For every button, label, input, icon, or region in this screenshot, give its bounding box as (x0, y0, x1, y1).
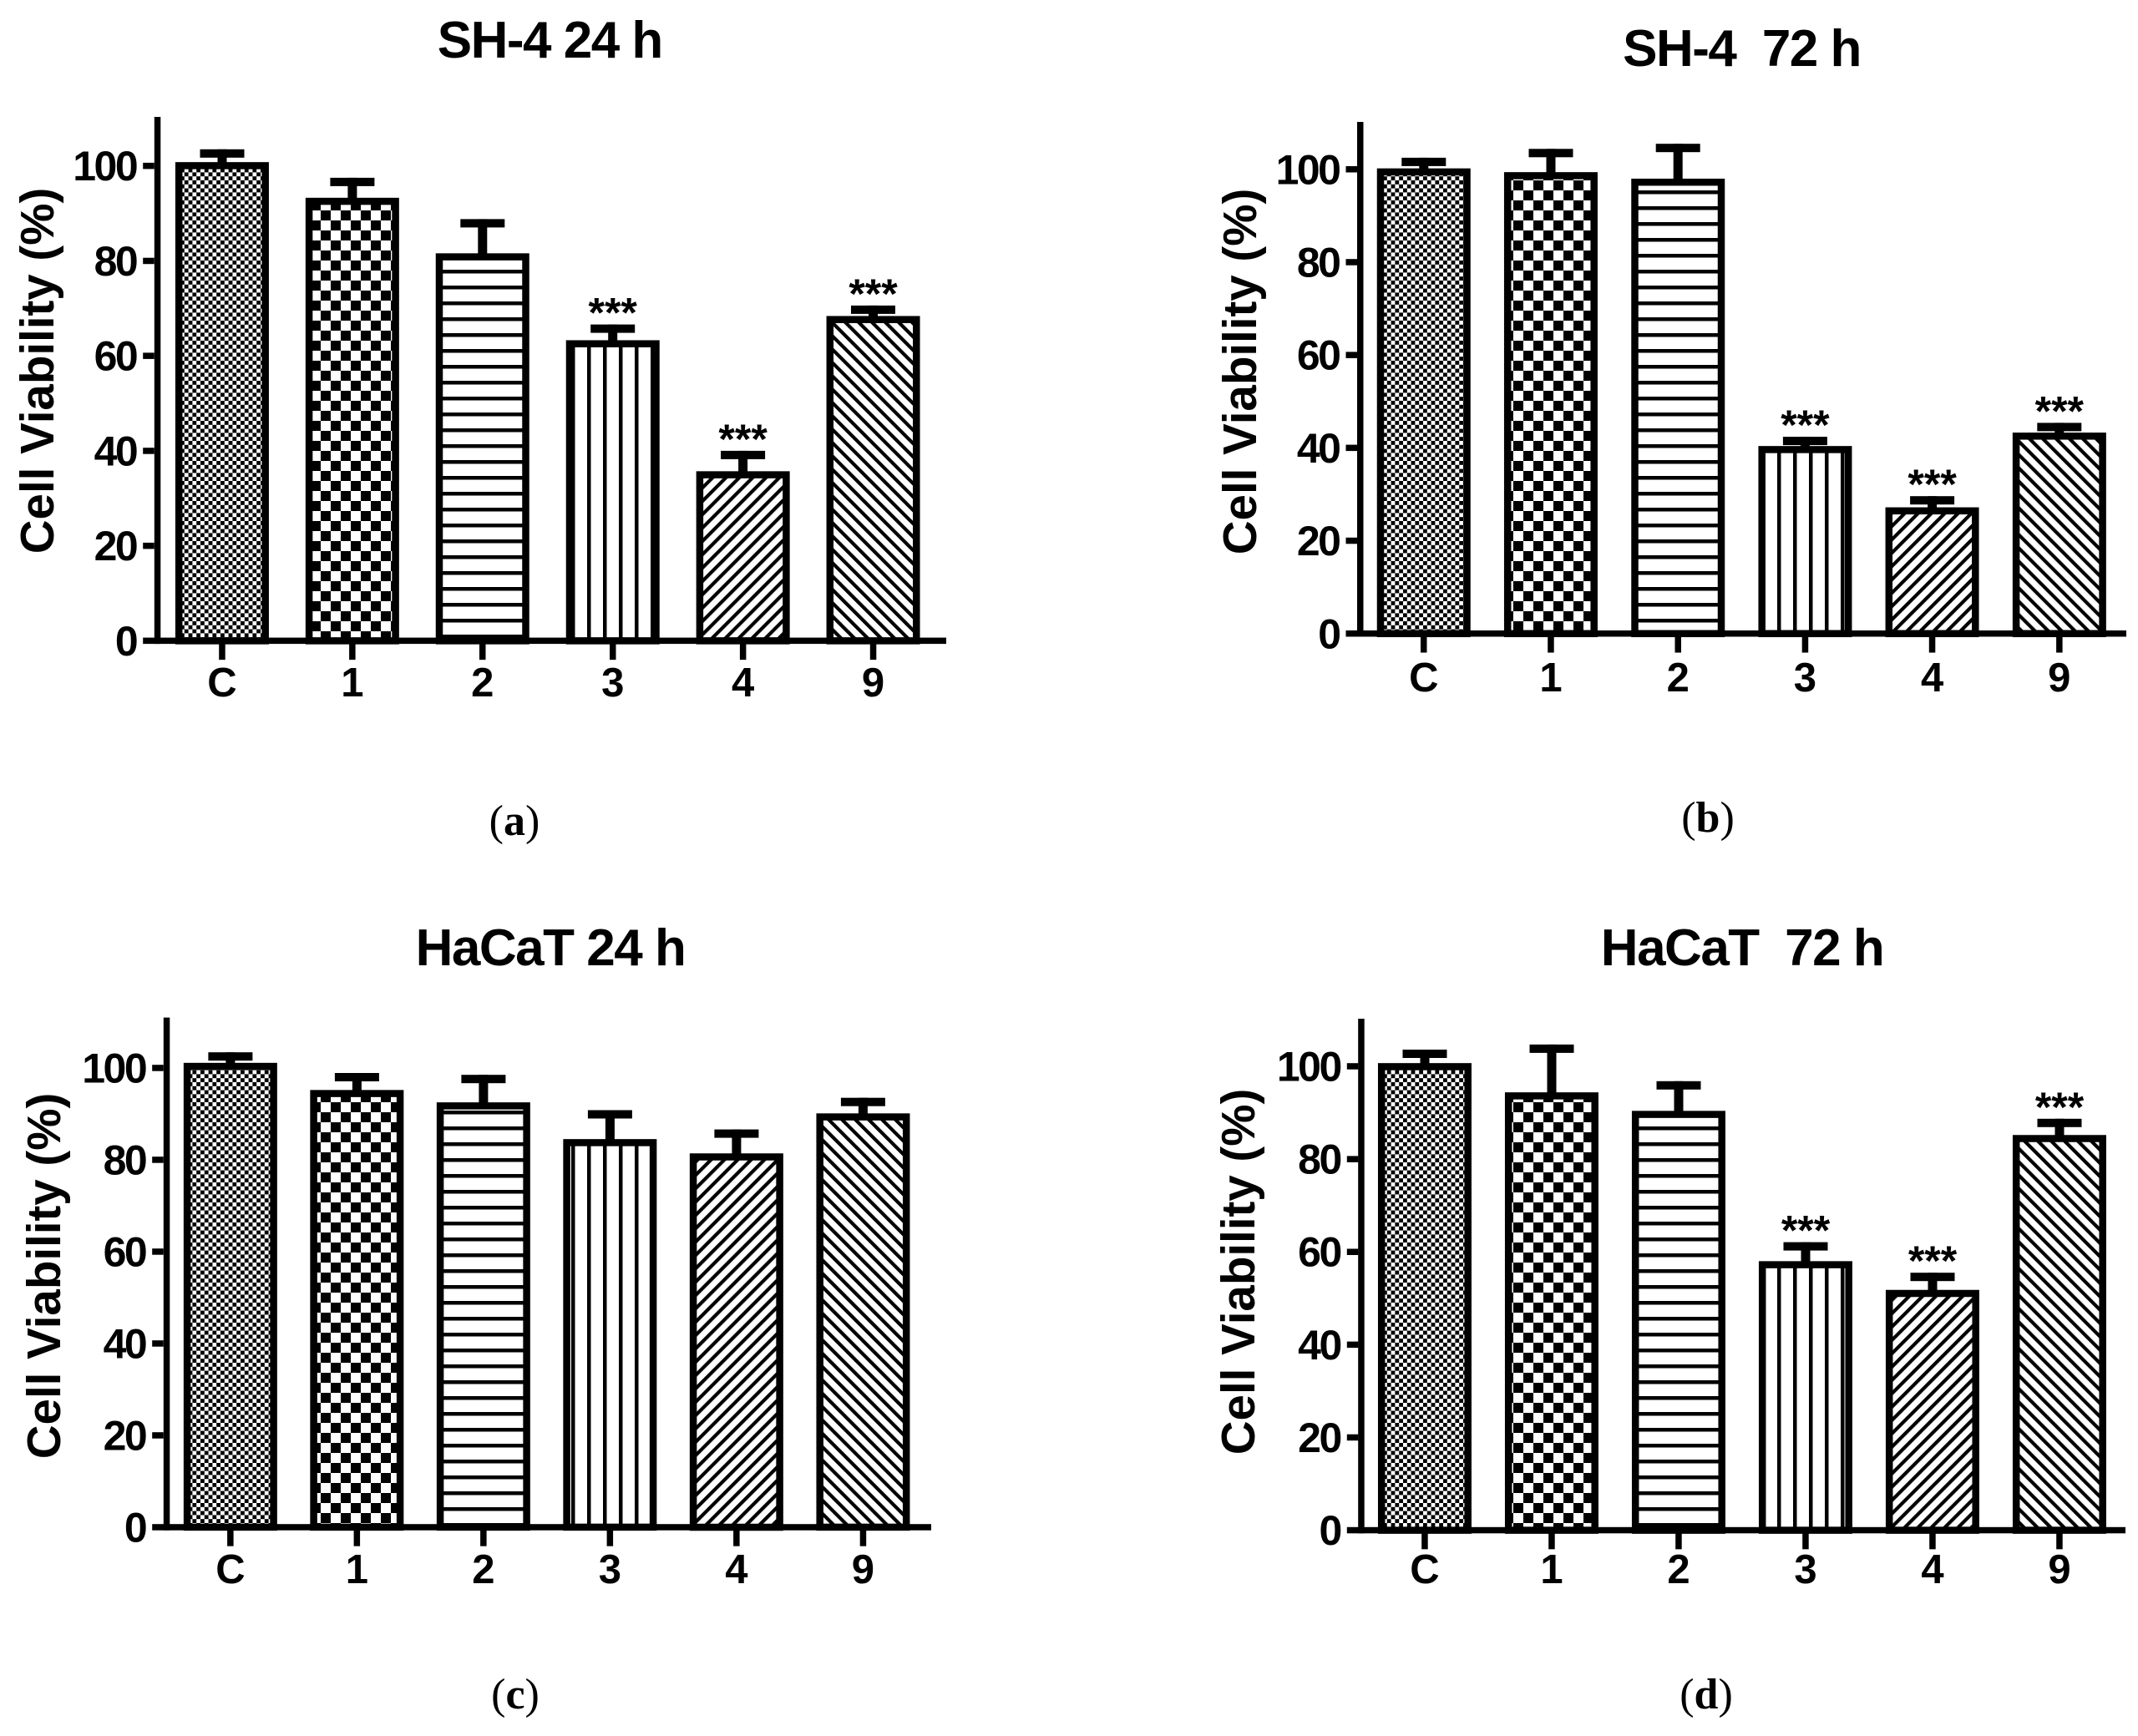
svg-text:40: 40 (94, 428, 137, 474)
svg-text:80: 80 (104, 1136, 146, 1183)
svg-text:60: 60 (104, 1228, 146, 1275)
svg-text:80: 80 (94, 238, 137, 285)
svg-text:3: 3 (1794, 655, 1816, 701)
svg-text:***: *** (1908, 1237, 1958, 1284)
svg-text:4: 4 (725, 1547, 747, 1592)
svg-text:2: 2 (471, 660, 494, 706)
svg-text:***: *** (1781, 1207, 1831, 1254)
svg-text:SH-4 24 h: SH-4 24 h (438, 12, 662, 69)
svg-text:***: *** (2035, 1084, 2085, 1131)
svg-text:***: *** (718, 416, 768, 463)
svg-text:HaCaT 72 h: HaCaT 72 h (1601, 919, 1883, 977)
svg-text:60: 60 (94, 333, 137, 380)
svg-text:Cell Viability (%): Cell Viability (%) (1213, 189, 1266, 555)
svg-text:100: 100 (1277, 1044, 1341, 1091)
svg-text:SH-4 72 h: SH-4 72 h (1623, 20, 1861, 78)
svg-text:(a): (a) (489, 797, 540, 845)
svg-text:2: 2 (1667, 655, 1690, 701)
svg-text:2: 2 (1667, 1547, 1690, 1592)
svg-text:60: 60 (1298, 1229, 1340, 1276)
svg-text:***: *** (2035, 387, 2085, 434)
svg-text:***: *** (1907, 461, 1957, 508)
svg-text:100: 100 (82, 1045, 146, 1091)
svg-text:1: 1 (1540, 1547, 1563, 1592)
svg-text:0: 0 (124, 1504, 146, 1551)
svg-text:2: 2 (472, 1547, 494, 1592)
svg-text:3: 3 (601, 660, 624, 706)
svg-text:(b): (b) (1681, 794, 1735, 842)
svg-text:***: *** (1781, 402, 1830, 448)
svg-text:1: 1 (1539, 655, 1562, 701)
svg-text:9: 9 (852, 1547, 874, 1592)
svg-text:HaCaT 24 h: HaCaT 24 h (416, 919, 686, 977)
svg-text:1: 1 (341, 660, 363, 706)
svg-text:***: *** (589, 290, 638, 337)
svg-text:3: 3 (599, 1547, 621, 1592)
svg-text:100: 100 (1276, 146, 1340, 193)
svg-text:40: 40 (1298, 1322, 1340, 1369)
svg-text:20: 20 (104, 1412, 146, 1459)
svg-text:20: 20 (94, 523, 137, 569)
svg-text:9: 9 (2048, 1547, 2070, 1592)
svg-text:80: 80 (1297, 240, 1340, 286)
svg-text:80: 80 (1298, 1136, 1340, 1183)
svg-text:C: C (215, 1547, 245, 1592)
svg-text:C: C (1409, 655, 1438, 701)
svg-text:20: 20 (1297, 518, 1340, 564)
svg-text:1: 1 (346, 1547, 368, 1592)
svg-text:0: 0 (1319, 1507, 1340, 1554)
svg-text:Cell Viability (%): Cell Viability (%) (18, 1093, 70, 1460)
svg-text:0: 0 (1318, 610, 1340, 657)
svg-text:***: *** (849, 271, 898, 317)
svg-text:40: 40 (104, 1320, 146, 1367)
svg-text:0: 0 (115, 618, 137, 665)
svg-text:C: C (207, 660, 236, 706)
svg-text:60: 60 (1297, 332, 1340, 379)
svg-text:4: 4 (1921, 655, 1943, 701)
svg-text:4: 4 (1921, 1547, 1943, 1592)
svg-text:(c): (c) (491, 1671, 540, 1718)
svg-text:9: 9 (862, 660, 884, 706)
svg-text:20: 20 (1298, 1415, 1340, 1461)
svg-text:3: 3 (1794, 1547, 1816, 1592)
svg-text:C: C (1410, 1547, 1439, 1592)
svg-text:4: 4 (732, 660, 754, 706)
svg-text:40: 40 (1297, 425, 1340, 472)
svg-text:100: 100 (73, 143, 137, 190)
svg-text:(d): (d) (1679, 1671, 1733, 1718)
svg-text:9: 9 (2048, 655, 2070, 701)
svg-text:Cell Viability (%): Cell Viability (%) (1212, 1089, 1264, 1455)
svg-text:Cell Viability (%): Cell Viability (%) (11, 188, 63, 554)
